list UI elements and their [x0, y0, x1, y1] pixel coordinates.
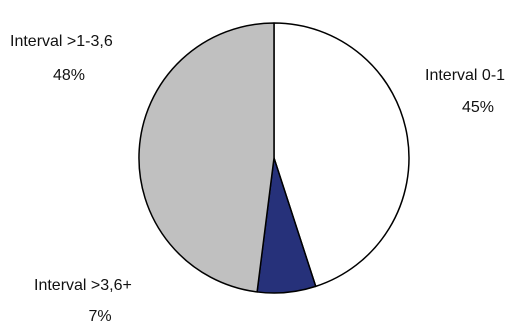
value-interval-1-3-6: 48% [53, 67, 85, 84]
pie-slices [138, 22, 410, 294]
value-interval-3-6-plus: 7% [88, 308, 111, 325]
value-interval-0-1: 45% [462, 99, 494, 116]
label-interval-3-6-plus: Interval >3,6+ [34, 277, 132, 294]
label-interval-1-3-6: Interval >1-3,6 [10, 33, 113, 50]
pie-slice-0 [273, 22, 410, 288]
label-interval-0-1: Interval 0-1 [425, 67, 505, 84]
pie-slice-2 [138, 22, 275, 293]
